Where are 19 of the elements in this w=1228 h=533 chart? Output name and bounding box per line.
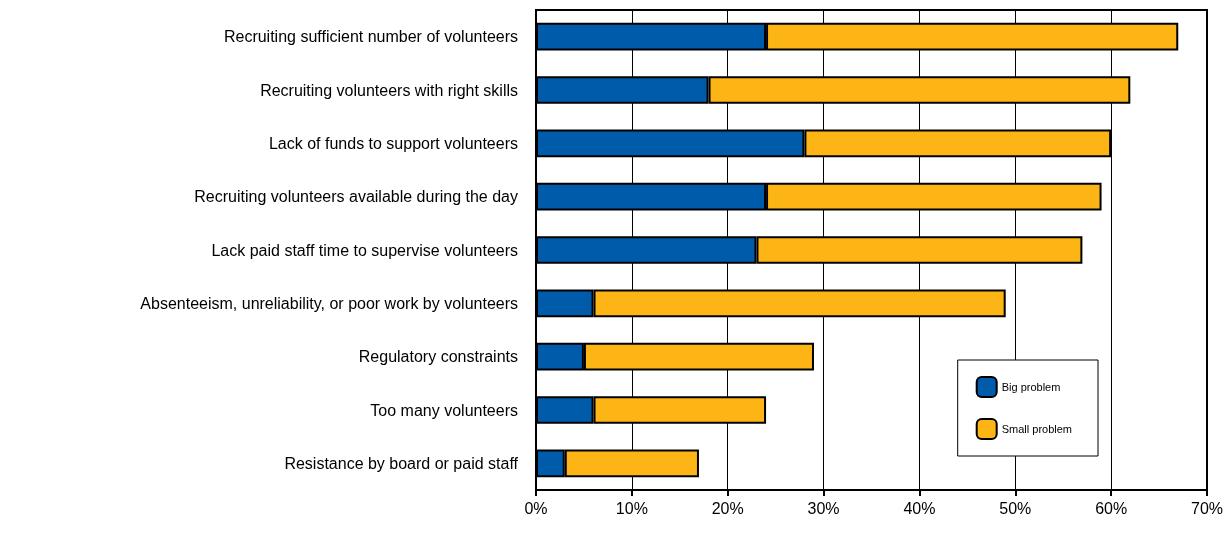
y-tick-label: Resistance by board or paid staff xyxy=(284,454,519,472)
x-tick-label: 50% xyxy=(999,499,1032,517)
x-tick-label: 0% xyxy=(524,499,548,517)
y-tick-label: Recruiting volunteers with right skills xyxy=(260,81,518,99)
x-tick-label: 10% xyxy=(615,499,648,517)
y-tick-label: Too many volunteers xyxy=(370,401,518,419)
y-tick-label: Recruiting volunteers available during the day xyxy=(194,188,518,206)
x-tick-label: 70% xyxy=(1190,499,1224,517)
legend-label: Big problem xyxy=(1001,381,1061,393)
x-tick-label: 30% xyxy=(807,499,840,517)
y-tick-label: Recruiting sufficient number of volunteers xyxy=(223,28,518,46)
y-tick-label: Lack of funds to support volunteers xyxy=(268,134,518,152)
x-tick-label: 60% xyxy=(1095,499,1128,517)
legend-label: Small problem xyxy=(1001,423,1073,435)
x-tick-label: 20% xyxy=(711,499,744,517)
x-tick-label: 40% xyxy=(903,499,936,517)
y-tick-label: Regulatory constraints xyxy=(358,348,518,366)
y-tick-label: Absenteeism, unreliability, or poor work by volunteers xyxy=(140,294,518,312)
y-tick-label: Lack paid staff time to supervise volunteers xyxy=(211,241,518,259)
